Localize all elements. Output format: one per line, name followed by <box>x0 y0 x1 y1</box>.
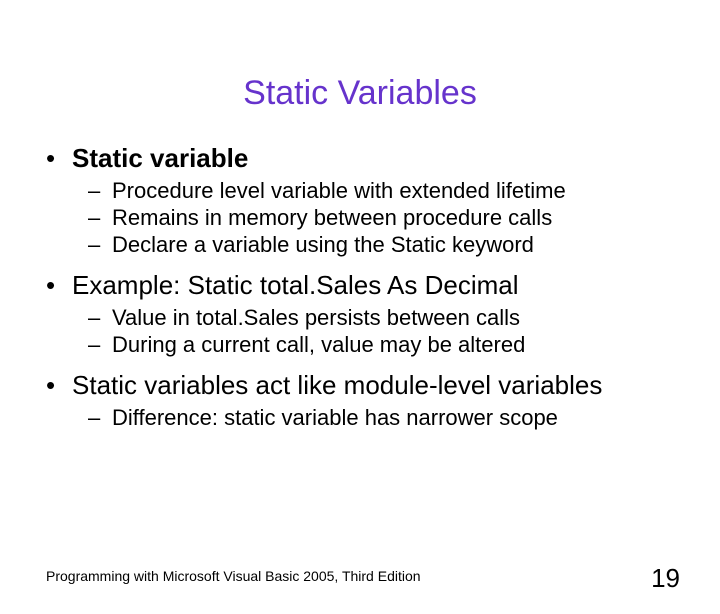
dash-icon: – <box>88 332 102 358</box>
sub-bullet-text: Value in total.Sales persists between ca… <box>112 305 520 331</box>
sub-bullet-text: Declare a variable using the Static keyw… <box>112 232 534 258</box>
bullet-dot-icon: • <box>46 370 58 401</box>
bullet-dot-icon: • <box>46 143 58 174</box>
bullet-dot-icon: • <box>46 270 58 301</box>
dash-icon: – <box>88 178 102 204</box>
slide-title: Static Variables <box>0 74 720 113</box>
dash-icon: – <box>88 205 102 231</box>
bullet-block-0: • Static variable – Procedure level vari… <box>46 143 680 258</box>
page-number: 19 <box>651 563 680 594</box>
slide: Static Variables • Static variable – Pro… <box>0 74 720 614</box>
dash-icon: – <box>88 232 102 258</box>
bullet-text: Example: Static total.Sales As Decimal <box>72 270 519 301</box>
bullet-l1: • Example: Static total.Sales As Decimal <box>46 270 680 301</box>
sub-bullet-text: Procedure level variable with extended l… <box>112 178 566 204</box>
bullet-l1: • Static variables act like module-level… <box>46 370 680 401</box>
sub-bullet-text: During a current call, value may be alte… <box>112 332 525 358</box>
bullet-l2: – During a current call, value may be al… <box>88 332 680 358</box>
bullet-l2: – Difference: static variable has narrow… <box>88 405 680 431</box>
sub-bullet-text: Difference: static variable has narrower… <box>112 405 558 431</box>
bullet-block-2: • Static variables act like module-level… <box>46 370 680 431</box>
bullet-l2: – Declare a variable using the Static ke… <box>88 232 680 258</box>
bullet-l2: – Procedure level variable with extended… <box>88 178 680 204</box>
bullet-l2: – Remains in memory between procedure ca… <box>88 205 680 231</box>
bullet-block-1: • Example: Static total.Sales As Decimal… <box>46 270 680 358</box>
bullet-l1: • Static variable <box>46 143 680 174</box>
dash-icon: – <box>88 305 102 331</box>
bullet-text: Static variable <box>72 143 248 174</box>
bullet-text: Static variables act like module-level v… <box>72 370 602 401</box>
dash-icon: – <box>88 405 102 431</box>
footer-text: Programming with Microsoft Visual Basic … <box>46 568 421 584</box>
sub-bullet-text: Remains in memory between procedure call… <box>112 205 552 231</box>
bullet-l2: – Value in total.Sales persists between … <box>88 305 680 331</box>
slide-content: • Static variable – Procedure level vari… <box>46 143 680 431</box>
